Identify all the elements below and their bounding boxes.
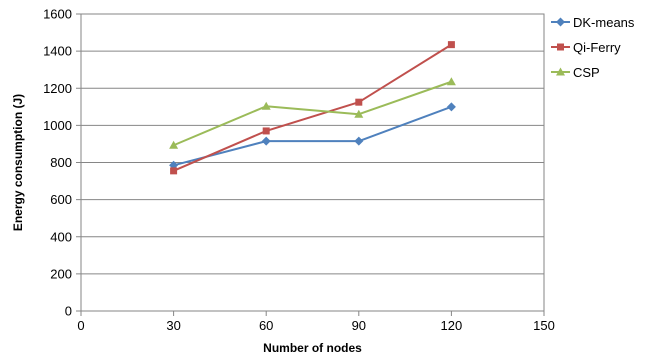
- y-axis-title: Energy consumption (J): [11, 94, 25, 231]
- x-tick-label: 60: [259, 318, 273, 333]
- legend-label: CSP: [573, 65, 600, 80]
- legend-label: Qi-Ferry: [573, 40, 621, 55]
- y-tick-label: 600: [50, 192, 72, 207]
- series-line-csp: [173, 80, 452, 147]
- data-point-csp: [261, 101, 271, 110]
- y-axis-ticks: 0 200 400 600 800 1000 1200 1400 1600: [43, 7, 81, 319]
- x-axis-title: Number of nodes: [263, 341, 362, 355]
- y-tick-label: 800: [50, 155, 72, 170]
- data-point-qi-ferry: [447, 41, 455, 49]
- x-axis-ticks: 0 30 60 90 120 150: [77, 311, 555, 333]
- data-point-dk-means: [446, 102, 456, 112]
- y-tick-label: 1000: [43, 118, 72, 133]
- data-point-dk-means: [261, 136, 271, 146]
- y-tick-label: 1600: [43, 7, 72, 22]
- y-tick-label: 200: [50, 266, 72, 281]
- x-tick-label: 120: [441, 318, 463, 333]
- y-tick-label: 1200: [43, 81, 72, 96]
- data-point-qi-ferry: [170, 167, 178, 175]
- x-tick-label: 150: [533, 318, 555, 333]
- y-tick-label: 400: [50, 229, 72, 244]
- x-tick-label: 30: [166, 318, 180, 333]
- legend-item-csp: CSP: [551, 65, 600, 80]
- data-point-csp: [446, 77, 456, 86]
- data-point-csp: [169, 140, 179, 149]
- series-line-dk-means: [173, 105, 452, 167]
- x-tick-label: 0: [77, 318, 84, 333]
- series-csp: [169, 77, 456, 149]
- series-lines: [169, 41, 456, 175]
- legend-label: DK-means: [573, 15, 635, 30]
- series-dk-means: [169, 102, 456, 170]
- grid-lines: [81, 13, 544, 275]
- series-qi-ferry: [170, 41, 455, 175]
- data-point-qi-ferry: [262, 127, 270, 135]
- data-point-qi-ferry: [355, 98, 363, 106]
- y-tick-label: 0: [65, 304, 72, 319]
- x-tick-label: 90: [352, 318, 366, 333]
- data-point-csp: [354, 109, 364, 118]
- series-line-qi-ferry: [173, 43, 452, 172]
- legend-item-qi-ferry: Qi-Ferry: [551, 40, 621, 55]
- legend-item-dk-means: DK-means: [551, 15, 635, 30]
- legend-marker: [556, 17, 565, 27]
- data-point-dk-means: [354, 136, 364, 146]
- legend-marker: [556, 67, 565, 76]
- legend: DK-means Qi-Ferry CSP: [551, 15, 635, 80]
- legend-marker: [557, 43, 564, 51]
- y-tick-label: 1400: [43, 44, 72, 59]
